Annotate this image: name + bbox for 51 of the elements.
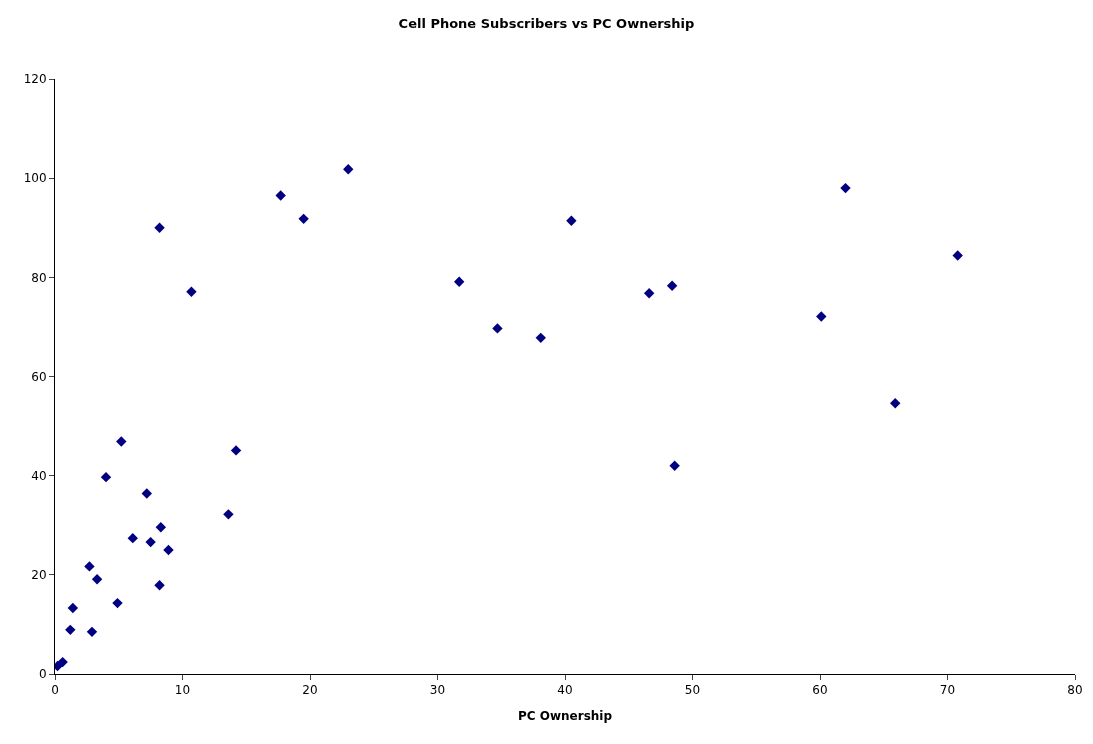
y-tick-label: 80 [31,270,47,285]
x-tick-label: 20 [302,683,318,698]
point [84,561,95,572]
point [127,532,138,544]
point [57,656,68,668]
point [186,286,197,297]
x-tick-label: 50 [684,683,701,698]
x-tick-label: 70 [939,683,956,698]
point [112,597,123,609]
point [840,182,851,194]
x-tick-label: 30 [429,683,446,698]
y-tick-label: 0 [38,667,47,682]
point [669,460,680,471]
point [890,398,901,409]
y-tick-label: 40 [31,468,47,483]
point [86,626,98,638]
x-tick-label: 40 [557,683,573,698]
point [952,250,963,261]
point [67,602,79,614]
point [230,445,242,456]
point [275,190,286,201]
point [163,544,174,556]
point [155,522,167,533]
y-tick-label: 20 [31,568,47,583]
point [223,509,234,520]
point [154,580,165,591]
point [116,436,127,447]
point [65,624,76,636]
y-tick-label: 100 [23,171,47,186]
point [145,536,156,548]
point [343,164,354,175]
chart-title: Cell Phone Subscribers vs PC Ownership [398,15,695,31]
point [141,488,152,499]
y-tick-label: 120 [23,72,47,87]
point [535,332,546,344]
point [666,280,678,291]
point [566,215,577,227]
x-tick-label: 10 [174,683,191,698]
y-tick-label: 60 [31,369,47,384]
x-tick-label: 60 [812,683,828,698]
point [816,311,827,322]
x-tick-label: 80 [1067,683,1083,698]
point [643,288,655,299]
point [154,222,165,233]
point [492,323,503,334]
point [453,276,465,287]
x-tick-label: 0 [51,683,59,698]
point [91,574,103,585]
point [100,471,112,483]
x-axis-title: PC Ownership [517,709,613,723]
point [298,213,309,225]
